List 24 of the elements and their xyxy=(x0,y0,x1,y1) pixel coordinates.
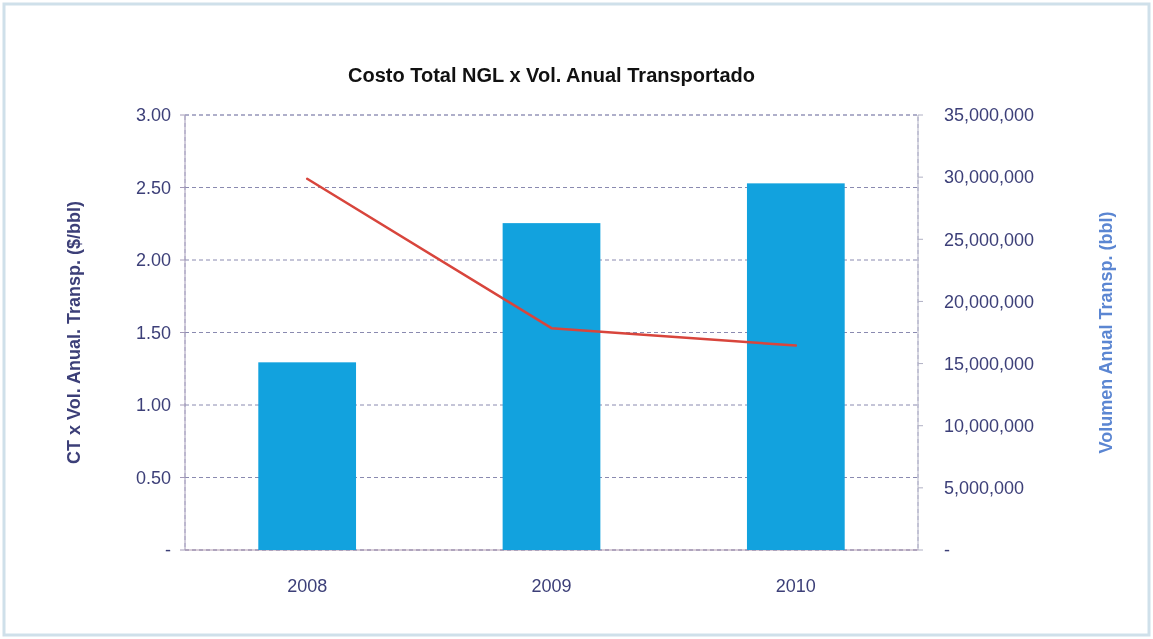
y2-tick-label: 5,000,000 xyxy=(944,478,1025,499)
bar xyxy=(502,223,601,550)
bar xyxy=(258,362,357,550)
y-axis-title: CT x Vol. Anual. Transp. ($/bbl) xyxy=(64,200,84,465)
chart-title: Costo Total NGL x Vol. Anual Transportado xyxy=(347,64,756,86)
y2-tick-label: 20,000,000 xyxy=(944,291,1035,312)
bar xyxy=(746,183,845,550)
y-tick-label: 0.50 xyxy=(135,467,171,488)
x-tick-label: 2010 xyxy=(775,576,816,596)
y2-tick-label: 35,000,000 xyxy=(944,105,1035,126)
y-tick-label: 1.00 xyxy=(135,395,171,416)
y-tick-label: 1.50 xyxy=(135,322,171,343)
x-tick-label: 2009 xyxy=(531,576,572,596)
y2-tick-label: 25,000,000 xyxy=(944,229,1035,250)
y2-tick-label: 10,000,000 xyxy=(944,416,1035,437)
y-tick-label: 2.00 xyxy=(135,250,171,271)
y2-tick-label: 15,000,000 xyxy=(944,353,1035,374)
y2-axis-title: Volumen Anual Transp. (bbl) xyxy=(1096,211,1116,454)
y-tick-label: 2.50 xyxy=(135,177,171,198)
y2-tick-label: - xyxy=(944,540,950,561)
x-tick-label: 2008 xyxy=(287,576,328,596)
y-tick-label: - xyxy=(165,540,171,561)
y-tick-label: 3.00 xyxy=(135,105,171,126)
y2-tick-label: 30,000,000 xyxy=(944,167,1035,188)
